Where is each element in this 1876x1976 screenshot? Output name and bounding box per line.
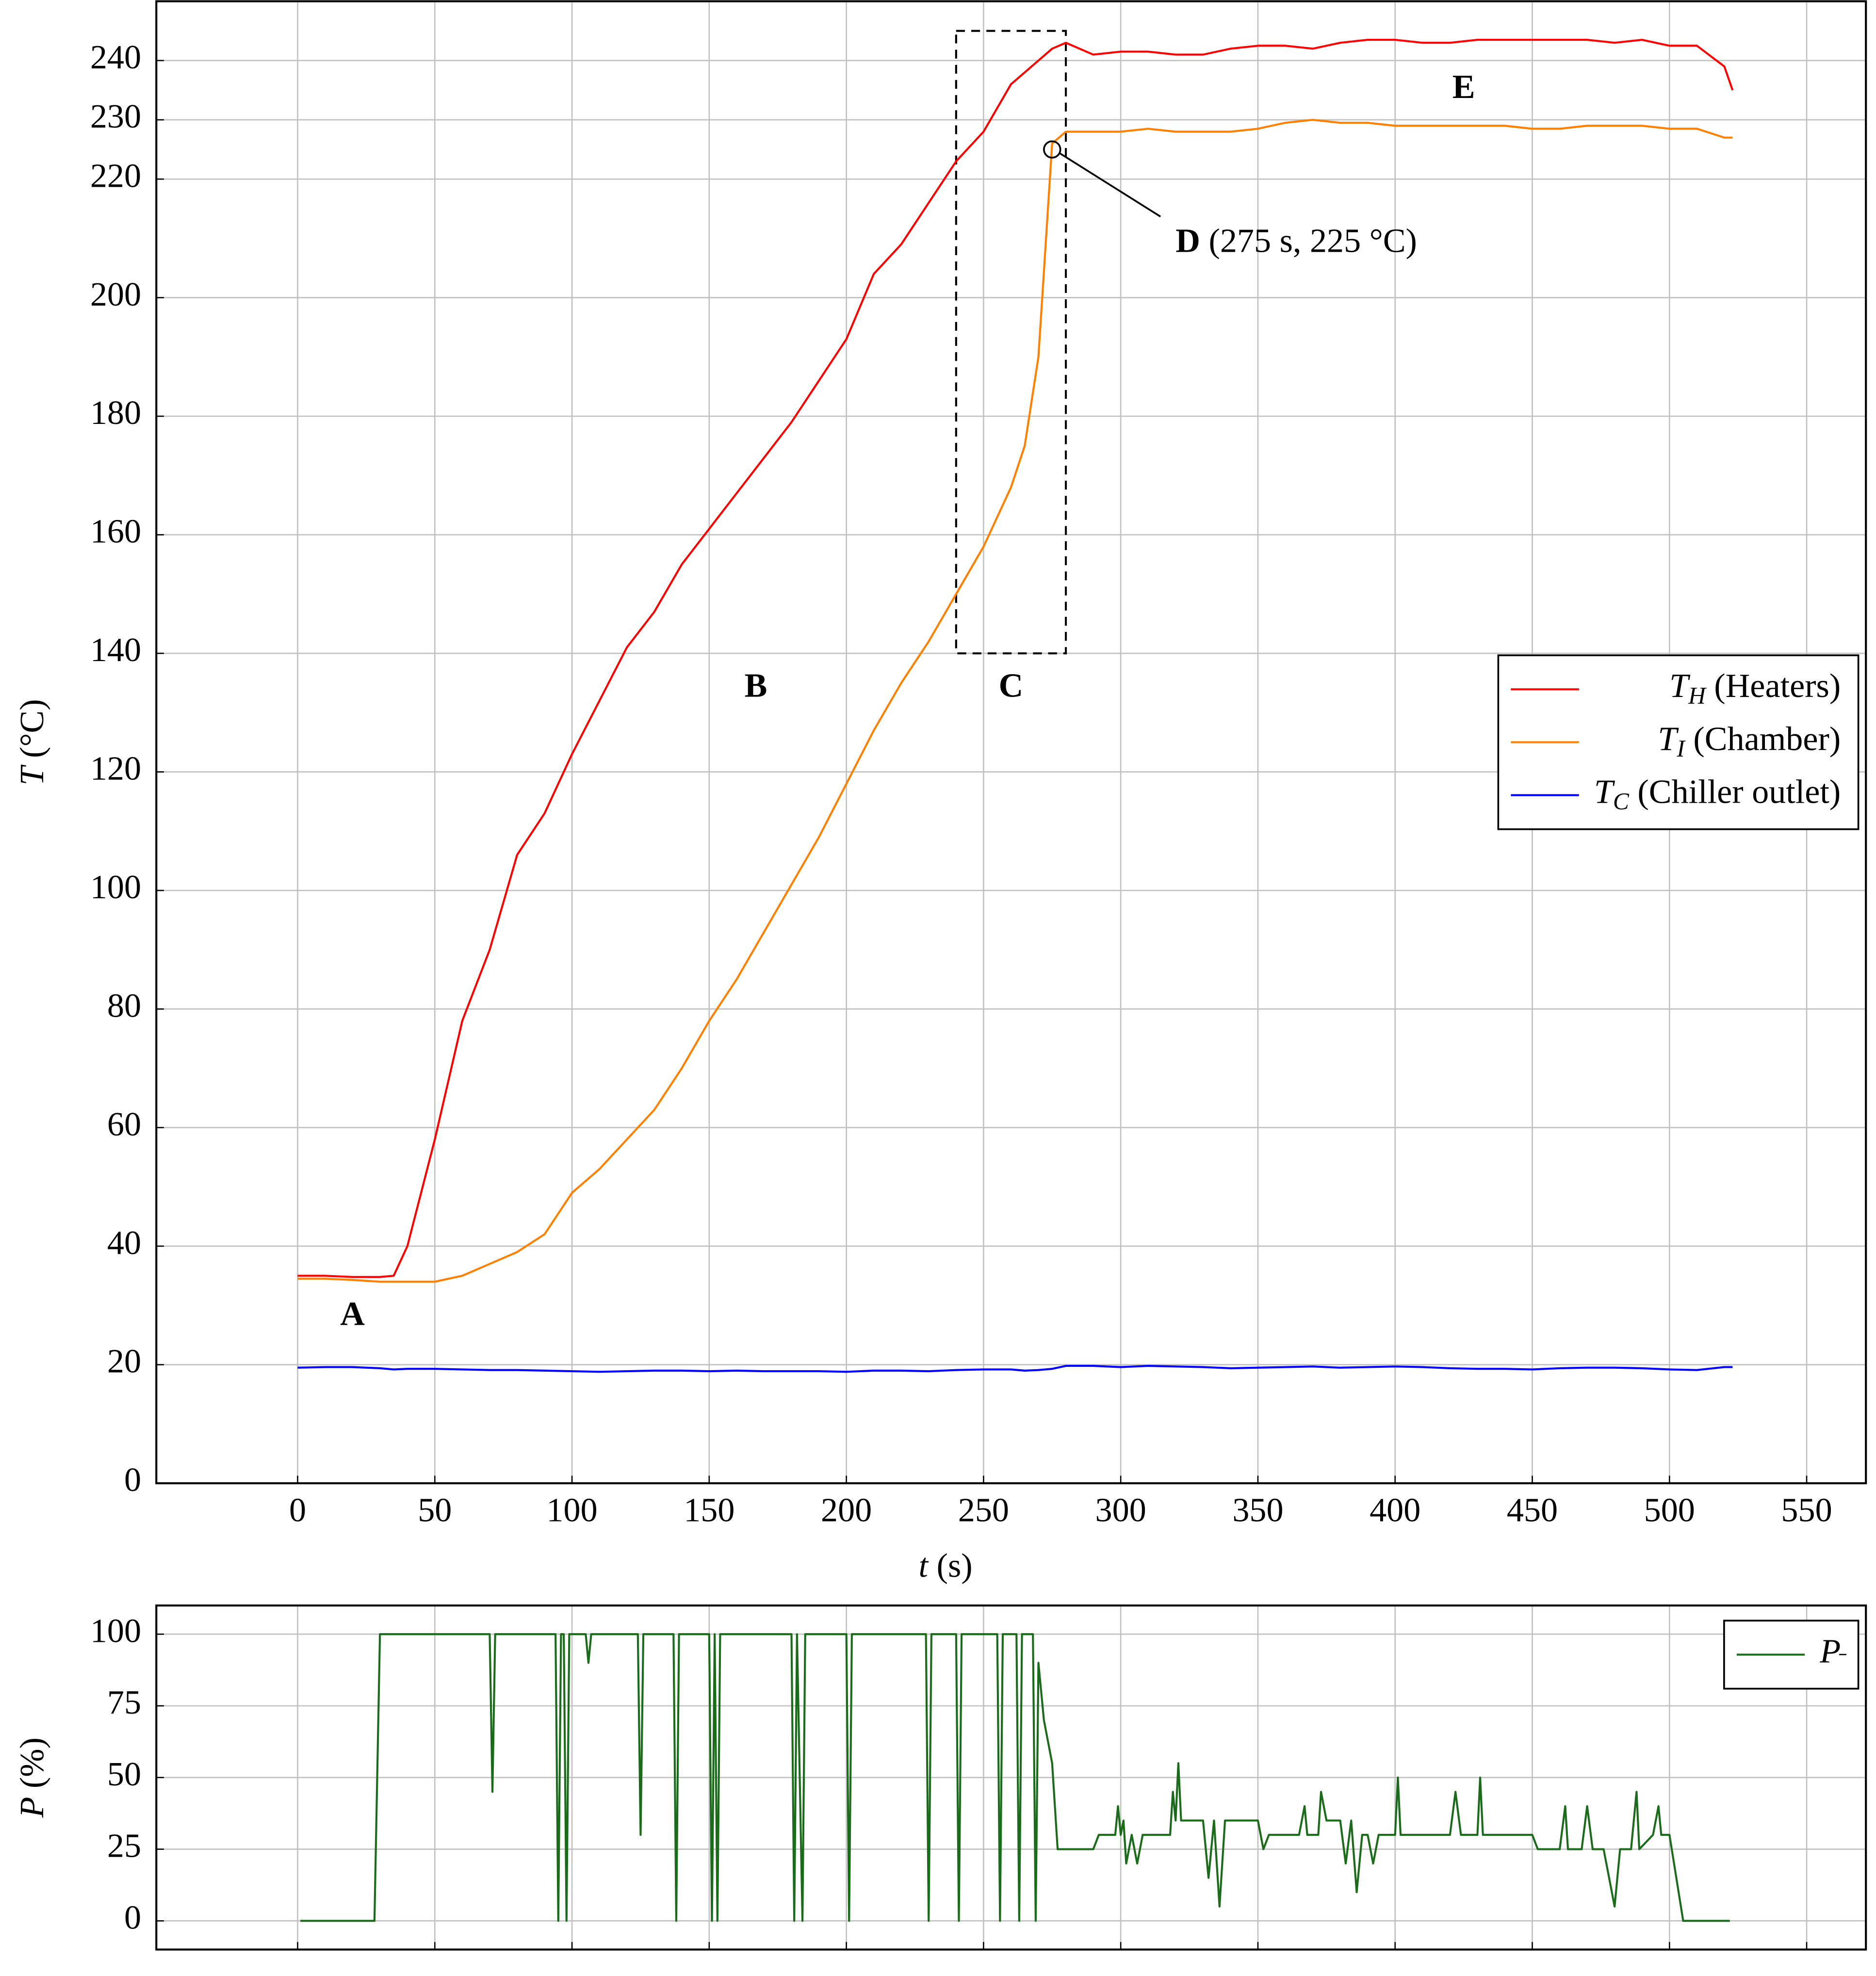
y-tick-label: 50 (107, 1755, 141, 1793)
x-tick-label: 350 (1232, 1491, 1283, 1529)
y-tick-label: 220 (90, 157, 141, 194)
y-tick-label: 0 (124, 1898, 141, 1936)
y-tick-label: 75 (107, 1684, 141, 1721)
x-tick-label: 550 (1781, 1491, 1832, 1529)
series-line (297, 1365, 1733, 1373)
annotation: C (999, 666, 1024, 704)
series-line (300, 1633, 1730, 1922)
series-line (297, 118, 1733, 1283)
x-tick-label: 450 (1507, 1491, 1558, 1529)
x-tick-label: 50 (418, 1491, 452, 1529)
y-axis-label: P (%) (13, 1737, 51, 1818)
y-tick-label: 140 (90, 631, 141, 669)
annotation-leader (1059, 152, 1161, 218)
x-tick-label: 400 (1370, 1491, 1420, 1529)
y-tick-label: 80 (107, 987, 141, 1024)
x-axis-label: t (s) (919, 1547, 973, 1585)
y-tick-label: 40 (107, 1224, 141, 1262)
annotation: B (745, 666, 767, 704)
y-tick-label: 230 (90, 97, 141, 135)
legend: TH (Heaters) TI (Chamber) TC (Chiller outl… (1497, 654, 1860, 830)
y-tick-label: 0 (124, 1461, 141, 1499)
highlight-box (955, 30, 1067, 655)
y-axis-label: T (°C) (13, 699, 51, 785)
annotation: A (340, 1295, 365, 1333)
y-tick-label: 25 (107, 1827, 141, 1865)
x-tick-label: 150 (684, 1491, 734, 1529)
y-tick-label: 200 (90, 275, 141, 313)
legend-label: TI (Chamber) (1658, 720, 1841, 761)
y-tick-label: 100 (90, 868, 141, 906)
y-tick-label: 120 (90, 750, 141, 788)
legend-label: P̄ (1819, 1633, 1847, 1670)
x-tick-label: 300 (1095, 1491, 1146, 1529)
plot-frame (155, 0, 1867, 1485)
legend: P̄ (1723, 1620, 1860, 1690)
y-tick-label: 180 (90, 394, 141, 432)
y-tick-label: 20 (107, 1343, 141, 1380)
annotation: D (275 s, 225 °C) (1175, 222, 1417, 260)
y-tick-label: 60 (107, 1105, 141, 1143)
y-tick-label: 240 (90, 38, 141, 76)
y-tick-label: 100 (90, 1612, 141, 1650)
x-tick-label: 250 (958, 1491, 1009, 1529)
y-tick-label: 160 (90, 513, 141, 551)
x-tick-label: 200 (821, 1491, 872, 1529)
legend-label: TC (Chiller outlet) (1594, 773, 1841, 815)
x-tick-label: 100 (546, 1491, 597, 1529)
series-line (297, 38, 1734, 1278)
point-marker (1043, 140, 1061, 159)
x-tick-label: 500 (1644, 1491, 1695, 1529)
x-tick-label: 0 (289, 1491, 306, 1529)
plot-frame (155, 1604, 1867, 1951)
legend-label: TH (Heaters) (1669, 667, 1841, 709)
annotation: E (1452, 68, 1475, 106)
